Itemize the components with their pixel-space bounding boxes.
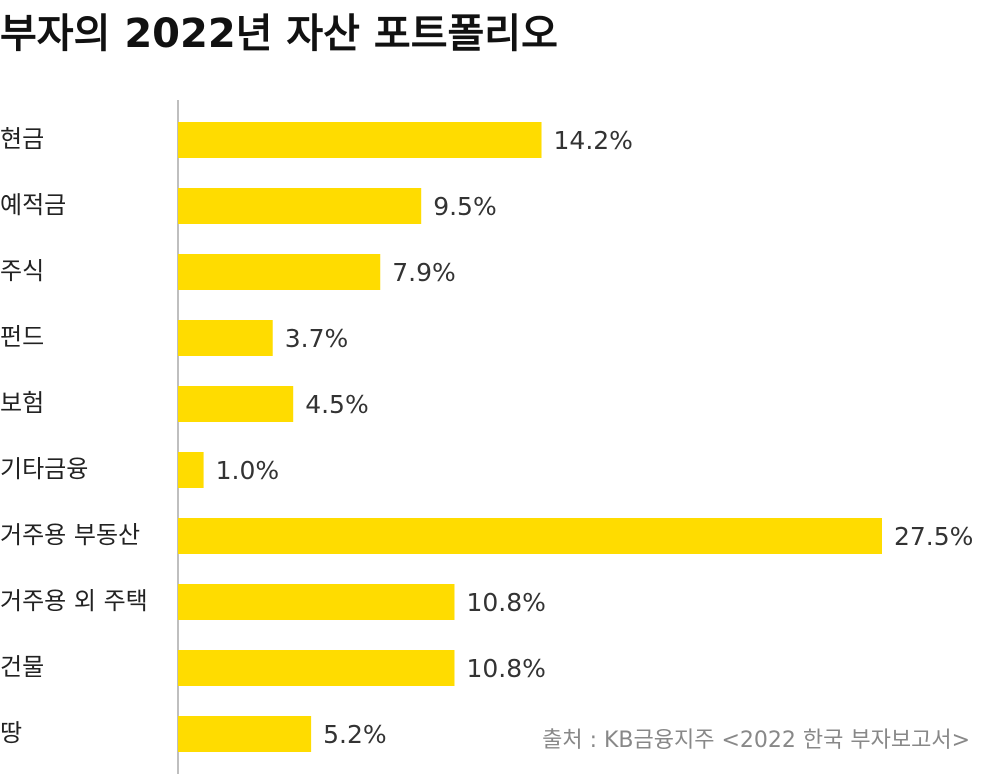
value-label: 27.5% [894, 522, 973, 551]
bar [178, 188, 422, 224]
bar [178, 650, 455, 686]
value-label: 4.5% [305, 390, 369, 419]
bar [178, 716, 312, 752]
value-label: 5.2% [323, 720, 387, 749]
bar [178, 386, 294, 422]
value-label: 1.0% [216, 456, 280, 485]
value-label: 10.8% [466, 588, 545, 617]
bar [178, 584, 455, 620]
bar [178, 320, 273, 356]
bar [178, 254, 381, 290]
category-label: 보험 [0, 389, 44, 417]
category-label: 거주용 외 주택 [0, 587, 148, 615]
category-label: 펀드 [0, 323, 44, 351]
category-label: 주식 [0, 257, 44, 285]
chart-title: 부자의 2022년 자산 포트폴리오 [0, 11, 558, 57]
bar [178, 122, 542, 158]
bar [178, 518, 882, 554]
category-label: 현금 [0, 125, 44, 153]
category-label: 땅 [0, 719, 22, 747]
category-label: 기타금융 [0, 455, 88, 483]
value-label: 3.7% [285, 324, 349, 353]
value-label: 7.9% [392, 258, 456, 287]
bar [178, 452, 204, 488]
source-note: 출처 : KB금융지주 <2022 한국 부자보고서> [542, 728, 970, 753]
category-label: 예적금 [0, 191, 66, 219]
value-label: 9.5% [433, 192, 497, 221]
value-label: 14.2% [554, 126, 633, 155]
category-label: 거주용 부동산 [0, 521, 140, 549]
category-label: 건물 [0, 653, 44, 681]
value-label: 10.8% [466, 654, 545, 683]
